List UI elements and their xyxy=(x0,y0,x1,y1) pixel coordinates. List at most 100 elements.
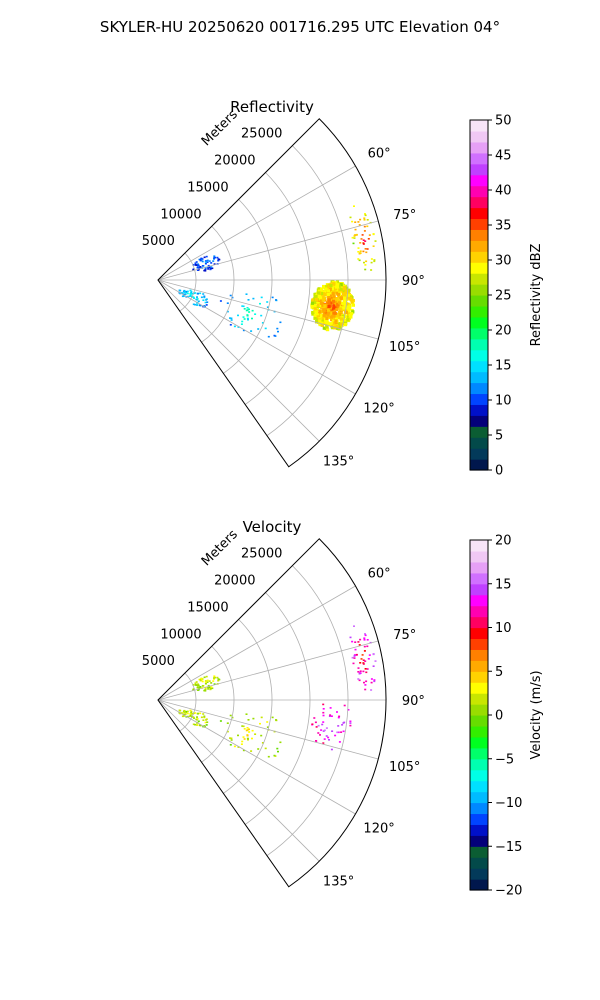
echo-gate xyxy=(202,305,205,308)
echo-gate xyxy=(349,315,353,319)
echo-gate xyxy=(261,322,264,324)
echo-gate xyxy=(198,678,201,681)
echo-gate xyxy=(205,675,208,678)
echo-gate xyxy=(337,731,340,734)
echo-gate xyxy=(247,299,250,301)
echo-gate xyxy=(326,328,330,332)
echo-gate xyxy=(189,714,192,717)
colorbar-segment xyxy=(470,437,488,449)
colorbar-tick-label: 5 xyxy=(495,429,503,444)
echo-gate xyxy=(260,314,263,317)
echo-gate xyxy=(213,255,216,257)
colorbar-segment xyxy=(470,327,488,340)
colorbar-segment xyxy=(470,605,488,618)
echo-gate xyxy=(337,301,342,305)
colorbar-segment xyxy=(470,448,488,460)
echo-gate xyxy=(334,281,338,285)
echo-gate xyxy=(335,288,340,292)
echo-gate xyxy=(332,314,336,318)
range-ring xyxy=(179,672,197,732)
echo-gate xyxy=(372,665,375,667)
echo-gate xyxy=(364,264,367,266)
echo-gate xyxy=(196,296,198,298)
echo-gate xyxy=(198,267,201,269)
echo-gate xyxy=(198,258,201,261)
colorbar-segment xyxy=(470,879,488,891)
range-tick-label: 5000 xyxy=(142,234,175,249)
echo-gate xyxy=(216,256,219,259)
echo-gate xyxy=(326,292,330,296)
echo-gate xyxy=(237,314,239,317)
echo-gate xyxy=(216,676,219,679)
echo-gate xyxy=(345,286,349,290)
echo-gate xyxy=(346,309,351,313)
echo-gate xyxy=(343,304,347,308)
echo-gate xyxy=(343,296,347,300)
azimuth-spoke xyxy=(157,165,356,281)
colorbar-segment xyxy=(470,163,488,176)
echo-gate xyxy=(362,242,365,244)
radar-panels: Reflectivity500010000150002000025000Mete… xyxy=(142,98,544,899)
echo-gate xyxy=(323,729,326,732)
echo-gate xyxy=(199,679,202,682)
echo-gate xyxy=(237,734,239,737)
echo-gate xyxy=(194,303,197,306)
echo-gate xyxy=(364,213,366,215)
azimuth-spoke xyxy=(157,279,379,340)
echo-gate xyxy=(337,311,341,315)
echo-gate xyxy=(252,297,255,300)
echo-gate xyxy=(335,285,339,289)
echo-gate xyxy=(342,306,346,310)
echo-gate xyxy=(246,314,249,317)
echo-gate xyxy=(354,641,357,643)
echo-gate xyxy=(325,316,329,320)
echo-gate xyxy=(349,298,353,302)
echo-gate xyxy=(357,221,360,223)
echo-gate xyxy=(194,263,197,266)
angle-tick-label: 135° xyxy=(323,455,354,470)
echo-gate xyxy=(349,216,352,219)
colorbar-segment xyxy=(470,316,488,329)
echo-gate xyxy=(202,293,205,295)
echo-gate xyxy=(206,681,209,683)
echo-gate xyxy=(322,730,325,732)
echo-gate xyxy=(245,729,248,732)
colorbar-segment xyxy=(470,824,488,836)
echo-gate xyxy=(321,303,325,307)
echo-gate xyxy=(245,713,248,715)
echo-gate xyxy=(179,712,182,715)
range-tick-label: 10000 xyxy=(160,627,201,642)
echo-gate xyxy=(331,292,335,296)
echo-gate xyxy=(199,259,202,262)
echo-gate xyxy=(348,296,352,300)
echo-gate xyxy=(226,302,229,304)
angle-tick-label: 135° xyxy=(323,875,354,890)
echo-gate xyxy=(364,660,367,662)
echo-gate xyxy=(317,289,321,293)
echo-gate xyxy=(339,319,343,323)
echo-gate xyxy=(365,671,368,674)
echo-gate xyxy=(343,319,347,323)
echo-gate xyxy=(338,307,342,311)
echo-gate xyxy=(351,303,355,307)
angle-tick-label: 75° xyxy=(393,208,416,223)
echo-gate xyxy=(320,323,324,327)
echo-gate xyxy=(204,301,207,304)
echo-gate xyxy=(251,737,253,740)
echo-gate xyxy=(248,731,251,733)
echo-gate xyxy=(329,299,333,303)
echo-gate xyxy=(353,657,356,659)
echo-gate xyxy=(320,298,324,302)
echo-gate xyxy=(321,723,324,726)
echo-gate xyxy=(248,311,251,313)
echo-gate xyxy=(191,713,194,715)
echo-gate xyxy=(316,315,320,319)
echo-gate xyxy=(336,711,338,713)
echo-gate xyxy=(206,259,209,262)
echo-gate xyxy=(184,291,186,294)
echo-gate xyxy=(322,714,325,717)
echo-gate xyxy=(190,710,193,713)
echo-gate xyxy=(370,678,373,680)
echo-gate xyxy=(206,301,209,303)
